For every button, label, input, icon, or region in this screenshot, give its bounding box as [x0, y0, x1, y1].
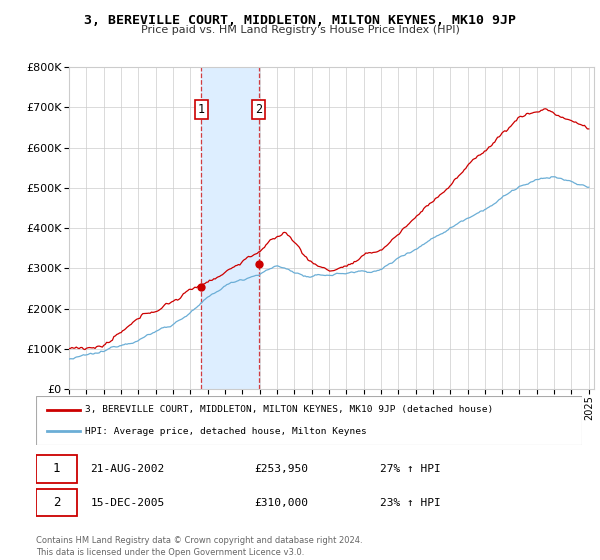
- Text: 3, BEREVILLE COURT, MIDDLETON, MILTON KEYNES, MK10 9JP (detached house): 3, BEREVILLE COURT, MIDDLETON, MILTON KE…: [85, 405, 493, 414]
- Text: 27% ↑ HPI: 27% ↑ HPI: [380, 464, 441, 474]
- Bar: [202, 67, 259, 389]
- Text: Contains HM Land Registry data © Crown copyright and database right 2024.
This d: Contains HM Land Registry data © Crown c…: [36, 536, 362, 557]
- Text: 15-DEC-2005: 15-DEC-2005: [91, 498, 165, 507]
- FancyBboxPatch shape: [36, 455, 77, 483]
- Text: 3, BEREVILLE COURT, MIDDLETON, MILTON KEYNES, MK10 9JP: 3, BEREVILLE COURT, MIDDLETON, MILTON KE…: [84, 14, 516, 27]
- Text: £310,000: £310,000: [254, 498, 308, 507]
- Text: £253,950: £253,950: [254, 464, 308, 474]
- Text: 21-AUG-2002: 21-AUG-2002: [91, 464, 165, 474]
- Text: 2: 2: [53, 496, 60, 509]
- FancyBboxPatch shape: [36, 489, 77, 516]
- FancyBboxPatch shape: [36, 396, 582, 445]
- Text: Price paid vs. HM Land Registry's House Price Index (HPI): Price paid vs. HM Land Registry's House …: [140, 25, 460, 35]
- Text: 23% ↑ HPI: 23% ↑ HPI: [380, 498, 441, 507]
- Text: HPI: Average price, detached house, Milton Keynes: HPI: Average price, detached house, Milt…: [85, 427, 367, 436]
- Text: 1: 1: [53, 463, 60, 475]
- Text: 1: 1: [198, 102, 205, 115]
- Text: 2: 2: [256, 102, 262, 115]
